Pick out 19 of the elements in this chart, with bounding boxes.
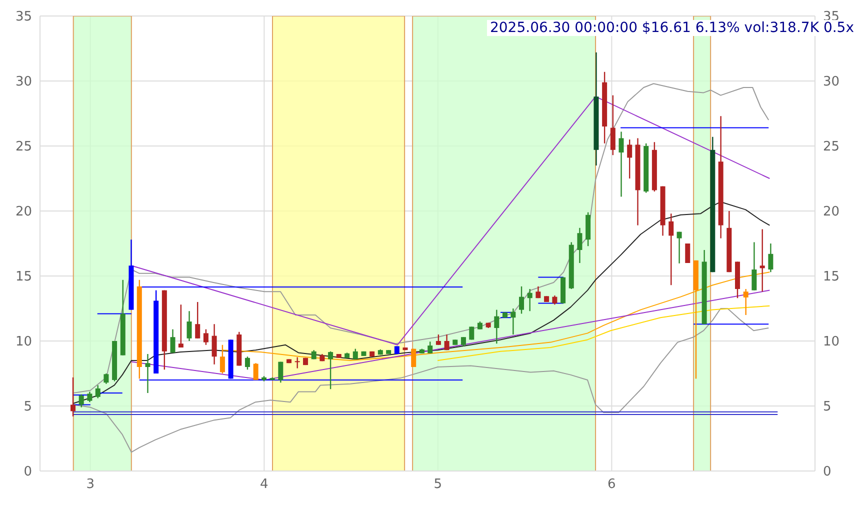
x-tick-label: 4 [260,477,268,492]
y2-tick-label: 15 [823,270,840,285]
y-tick-label: 5 [24,400,32,415]
y2-tick-label: 30 [823,74,840,90]
x-tick-label: 3 [86,477,95,492]
y-tick-label: 25 [15,140,32,155]
y2-tick-label: 25 [823,140,840,155]
y2-tick-label: 5 [823,400,832,415]
y-tick-label: 35 [15,10,32,25]
y2-tick-label: 20 [823,204,840,220]
y-tick-label: 30 [15,74,32,90]
y2-tick-label: 10 [823,334,840,350]
y-tick-label: 10 [15,334,32,350]
y-tick-label: 20 [15,204,32,220]
x-tick-label: 6 [608,477,616,492]
x-tick-label: 5 [434,477,442,492]
y-tick-label: 0 [24,464,32,480]
y-tick-label: 15 [15,270,32,285]
y2-tick-label: 0 [823,464,832,480]
